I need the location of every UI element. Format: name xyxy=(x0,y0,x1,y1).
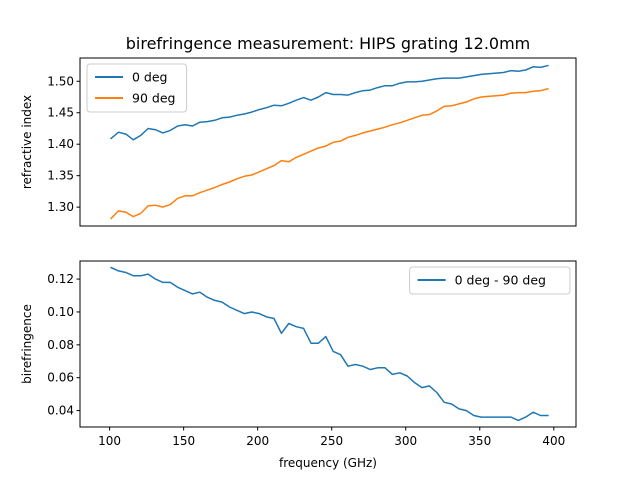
plot-frame xyxy=(79,260,577,428)
x-tick-label: 350 xyxy=(468,434,491,448)
refractive-index-plot: 1.30 1.35 1.40 1.45 1.50 refractive index 0 de… xyxy=(20,57,577,227)
x-tick-label: 300 xyxy=(394,434,417,448)
y-tick-label: 1.30 xyxy=(47,200,74,214)
legend-label: 90 deg xyxy=(132,91,175,106)
y-axis-label: birefringence xyxy=(20,304,34,384)
y-axis-label: refractive index xyxy=(20,95,34,189)
legend-label: 0 deg xyxy=(132,70,168,85)
x-tick-label: 100 xyxy=(98,434,121,448)
series-line xyxy=(110,266,549,422)
chart-title: birefringence measurement: HIPS grating … xyxy=(126,34,531,53)
y-tick-label: 0.12 xyxy=(47,272,74,286)
x-tick-label: 200 xyxy=(246,434,269,448)
x-tick-label: 250 xyxy=(320,434,343,448)
y-tick-label: 1.35 xyxy=(47,169,74,183)
y-tick-label: 1.45 xyxy=(47,106,74,120)
series-line xyxy=(110,64,549,141)
y-tick-label: 0.08 xyxy=(47,338,74,352)
legend-label: 0 deg - 90 deg xyxy=(455,273,546,288)
y-tick-label: 1.50 xyxy=(47,74,74,88)
birefringence-plot: 0.04 0.06 0.08 0.10 0.12 100 150 200 250 300 350 40… xyxy=(20,260,577,470)
series-line xyxy=(110,87,549,220)
x-axis-label: frequency (GHz) xyxy=(279,456,377,470)
plot-frame xyxy=(79,57,577,227)
x-tick-label: 400 xyxy=(542,434,565,448)
x-tick-label: 150 xyxy=(172,434,195,448)
y-tick-label: 1.40 xyxy=(47,137,74,151)
y-tick-label: 0.06 xyxy=(47,371,74,385)
y-tick-label: 0.04 xyxy=(47,404,74,418)
y-tick-label: 0.10 xyxy=(47,305,74,319)
legend-box xyxy=(409,266,571,295)
